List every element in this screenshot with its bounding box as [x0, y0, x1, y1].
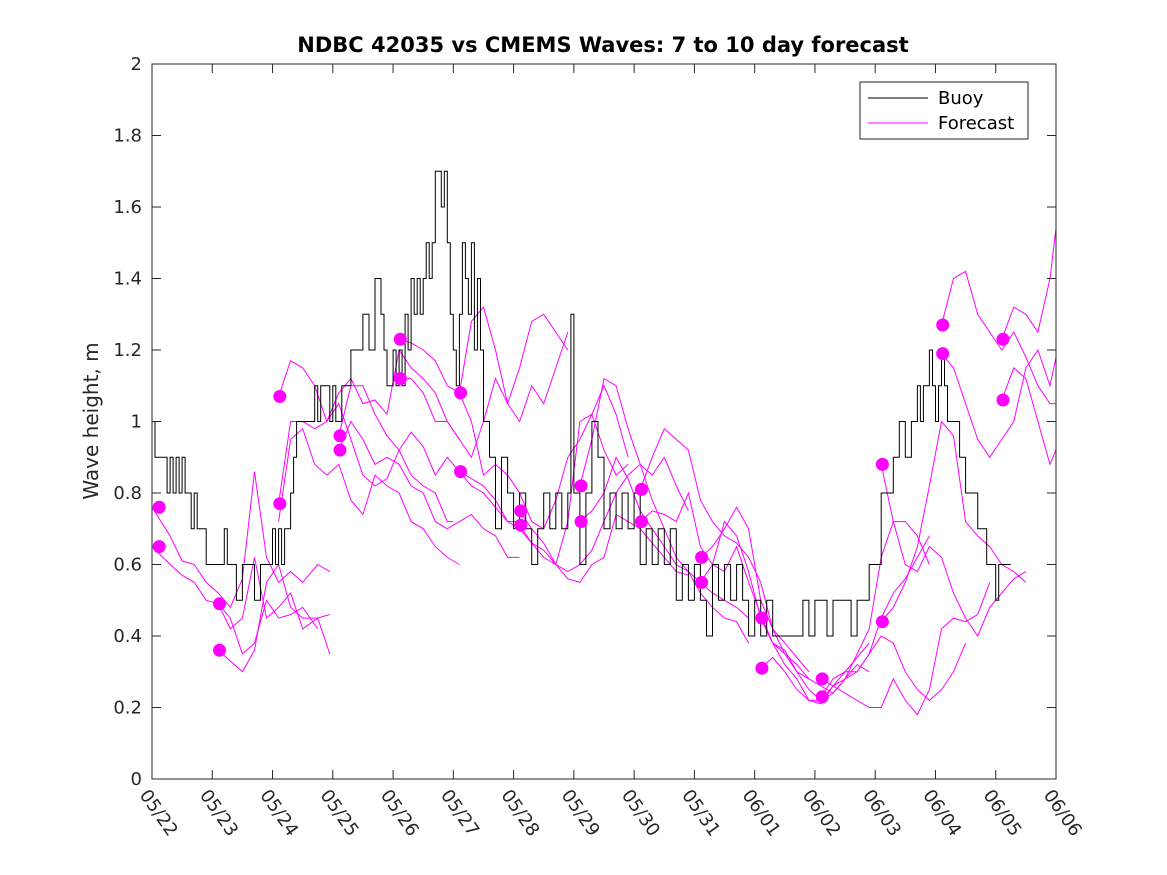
forecast-start-marker-29	[996, 332, 1010, 346]
forecast-start-marker-7	[333, 429, 347, 443]
forecast-start-marker-18	[634, 515, 648, 529]
series-forecast-line-5	[278, 348, 460, 440]
legend-label-buoy: Buoy	[938, 88, 984, 109]
forecast-start-marker-14	[514, 518, 528, 532]
y-tick-label: 0.4	[113, 626, 142, 647]
forecast-start-marker-26	[875, 615, 889, 629]
series-forecast-line-24	[820, 582, 991, 716]
forecast-start-marker-3	[213, 597, 226, 611]
forecast-start-marker-19	[695, 550, 709, 564]
series-forecast-line-23	[760, 535, 930, 701]
forecast-start-marker-20	[695, 575, 709, 589]
chart-title: NDBC 42035 vs CMEMS Waves: 7 to 10 day f…	[297, 33, 908, 57]
series-forecast-line-26	[880, 464, 1027, 638]
series-forecast-line-18	[639, 427, 810, 673]
forecast-start-marker-15	[574, 479, 588, 493]
forecast-start-marker-8	[333, 443, 347, 457]
forecast-start-marker-25	[875, 457, 889, 471]
y-tick-label: 0	[131, 769, 142, 790]
forecast-marker-layer	[152, 318, 1010, 704]
series-forecast-line-7	[278, 427, 460, 565]
forecast-start-marker-16	[574, 515, 588, 529]
legend-label-forecast: Forecast	[938, 113, 1014, 134]
forecast-start-marker-13	[514, 504, 528, 518]
forecast-start-marker-12	[454, 465, 468, 479]
forecast-start-marker-4	[213, 643, 226, 657]
series-layer	[151, 170, 1057, 716]
forecast-start-marker-1	[152, 500, 166, 514]
forecast-start-marker-10	[393, 372, 407, 386]
series-forecast-line-31	[1001, 367, 1057, 466]
y-tick-label: 0.6	[113, 555, 142, 576]
legend-box	[859, 81, 1029, 140]
series-forecast-line-4	[217, 599, 319, 655]
forecast-start-marker-11	[454, 386, 468, 400]
forecast-start-marker-6	[273, 497, 287, 511]
forecast-start-marker-9	[393, 332, 407, 346]
series-forecast-line-25	[820, 635, 967, 702]
series-forecast-line-9	[338, 420, 520, 558]
forecast-start-marker-28	[936, 347, 950, 361]
series-forecast-line-13	[459, 413, 629, 566]
series-forecast-line-8	[338, 385, 520, 523]
forecast-start-marker-17	[634, 482, 648, 496]
forecast-start-marker-21	[755, 611, 769, 625]
series-forecast-line-29	[941, 348, 1057, 459]
y-tick-label: 2	[131, 54, 142, 75]
series-forecast-line-30	[1001, 228, 1057, 340]
forecast-start-marker-2	[152, 540, 166, 554]
forecast-start-marker-27	[936, 318, 950, 332]
series-buoy-line	[152, 170, 1011, 637]
series-forecast-line-15	[519, 513, 689, 583]
series-forecast-line-6	[278, 402, 454, 523]
y-tick-label: 1.8	[113, 126, 142, 147]
series-forecast-line-28	[941, 270, 1056, 405]
y-tick-label: 1.2	[113, 340, 142, 361]
legend: Buoy Forecast	[859, 81, 1029, 140]
y-tick-label: 0.8	[113, 483, 142, 504]
series-forecast-line-10	[398, 306, 569, 423]
forecast-start-marker-5	[273, 390, 287, 403]
forecast-start-marker-23	[815, 672, 829, 686]
y-axis: 0 0.2 0.4 0.6 0.8 1 1.2 1.4 1.6 1.8 2	[113, 54, 1056, 790]
y-tick-label: 1.6	[113, 197, 142, 218]
series-forecast-line-21	[699, 520, 870, 705]
series-forecast-line-2	[151, 546, 331, 655]
forecast-start-marker-24	[815, 690, 829, 704]
y-tick-label: 1	[131, 412, 142, 433]
y-axis-label: Wave height, m	[79, 342, 103, 499]
y-tick-label: 0.2	[113, 698, 142, 719]
forecast-start-marker-30	[996, 393, 1010, 407]
forecast-start-marker-22	[755, 661, 769, 675]
y-tick-label: 1.4	[113, 269, 142, 290]
